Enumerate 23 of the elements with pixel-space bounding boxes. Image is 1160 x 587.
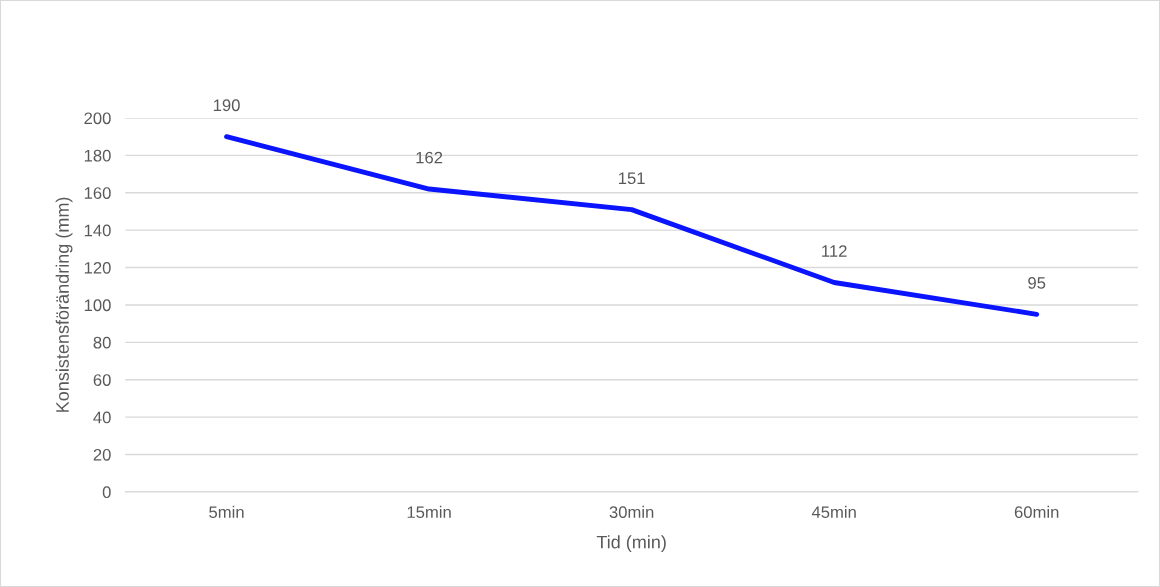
y-axis-title: Konsistensförändring (mm) (55, 197, 73, 412)
x-tick-label: 60min (1014, 505, 1059, 519)
y-tick-label: 20 (93, 448, 111, 461)
y-tick-label: 160 (84, 187, 111, 199)
y-tick-label: 180 (84, 149, 111, 162)
data-label: 112 (822, 245, 847, 257)
y-tick-label: 200 (84, 112, 111, 125)
y-tick-label: 120 (84, 261, 111, 274)
data-label: 95 (1028, 276, 1046, 289)
x-axis-title: Tid (min) (596, 535, 666, 553)
x-tick-label: 30min (609, 505, 654, 519)
data-label: 190 (213, 99, 240, 112)
data-label: 151 (618, 172, 645, 185)
y-tick-label: 0 (102, 486, 111, 499)
x-tick-label: 15min (407, 505, 451, 519)
y-tick-label: 40 (93, 411, 111, 424)
data-label: 162 (416, 151, 443, 164)
y-tick-label: 100 (84, 299, 111, 312)
y-tick-label: 140 (84, 224, 111, 237)
y-tick-label: 60 (93, 374, 111, 386)
y-tick-label: 80 (93, 336, 111, 349)
x-tick-label: 45min (811, 505, 856, 519)
x-tick-label: 5min (209, 505, 244, 519)
